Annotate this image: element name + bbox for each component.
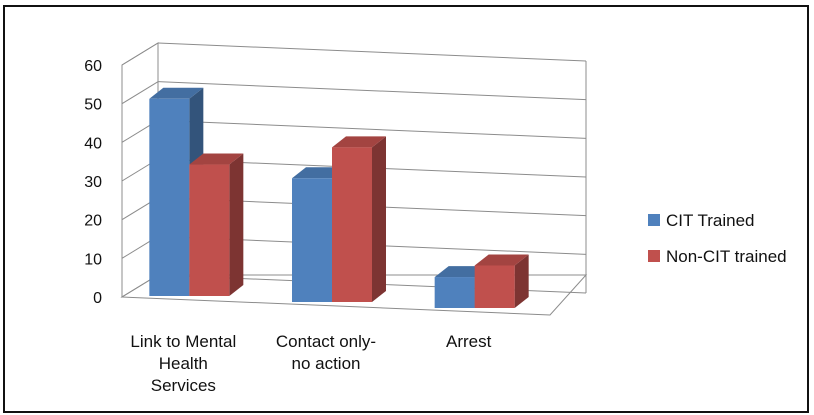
x-tick-label-line: no action — [292, 354, 361, 373]
bar-front — [474, 265, 515, 308]
gridline-side — [121, 81, 159, 105]
bar-side — [372, 136, 386, 302]
bar-front — [189, 164, 230, 296]
x-tick-label-line: Arrest — [446, 332, 492, 351]
bar-side — [514, 254, 529, 308]
x-tick-label-line: Contact only- — [276, 332, 376, 351]
y-tick-label: 0 — [93, 290, 102, 307]
y-tick-label: 20 — [84, 213, 102, 230]
y-tick-label: 60 — [84, 58, 102, 75]
x-tick-label: Arrest — [446, 332, 492, 351]
x-tick-label: Link to Mental Health Services — [130, 332, 236, 395]
x-tick-label: Contact only-no action — [276, 332, 376, 373]
legend-label: Non-CIT trained — [666, 247, 787, 266]
y-tick-label: 10 — [84, 251, 102, 268]
y-tick-label: 30 — [84, 174, 102, 191]
bar-side — [229, 153, 244, 296]
bar-front — [149, 98, 190, 296]
bar-front — [434, 277, 475, 308]
bar-non-cit-1 — [332, 136, 386, 302]
y-tick-label: 50 — [84, 97, 102, 114]
gridline — [157, 119, 587, 139]
gridline — [157, 81, 587, 101]
legend-swatch — [648, 214, 660, 226]
bar-top — [149, 87, 204, 99]
x-tick-label-line: Services — [151, 376, 216, 395]
y-tick-label: 40 — [84, 135, 102, 152]
bar-top — [474, 254, 529, 266]
bar-top — [332, 136, 386, 148]
bar-top — [189, 153, 244, 165]
bar-front — [292, 178, 332, 302]
bar-non-cit-0 — [189, 153, 244, 296]
gridline — [157, 42, 587, 62]
legend-swatch — [648, 250, 660, 262]
x-tick-label-line: Link to Mental — [130, 332, 236, 351]
legend-label: CIT Trained — [666, 211, 755, 230]
bar-non-cit-2 — [474, 254, 529, 308]
x-tick-label-line: Health — [159, 354, 208, 373]
gridline-side — [121, 42, 159, 66]
bar-front — [332, 147, 372, 302]
